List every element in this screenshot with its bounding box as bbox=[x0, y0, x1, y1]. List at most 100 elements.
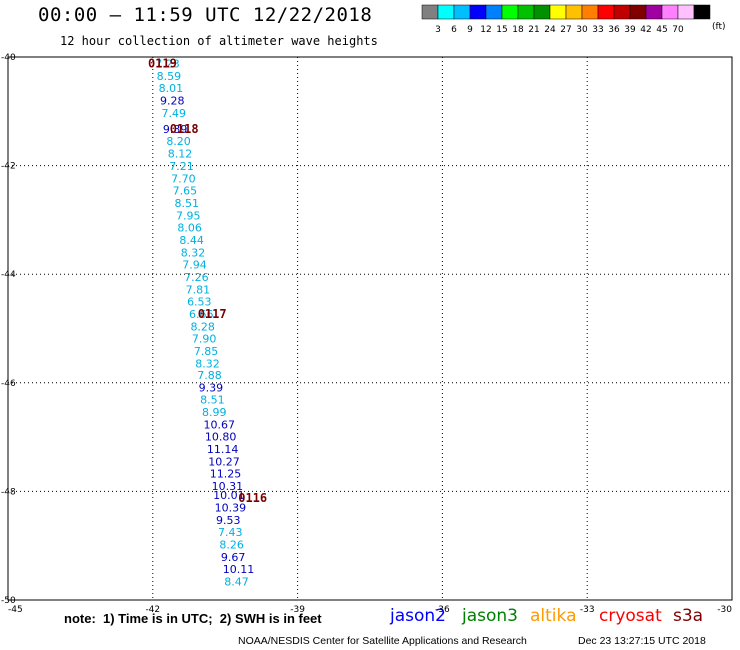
pass-number-label: 0117 bbox=[198, 307, 227, 321]
wave-height-label: 8.59 bbox=[157, 70, 182, 83]
colorbar-label: 12 bbox=[480, 25, 491, 35]
x-tick-label: -33 bbox=[580, 605, 595, 615]
wave-height-label: 7.95 bbox=[176, 210, 201, 223]
colorbar-label: 45 bbox=[656, 25, 667, 35]
pass-number-label: 0118 bbox=[170, 122, 199, 136]
chart-subtitle: 12 hour collection of altimeter wave hei… bbox=[60, 34, 378, 48]
pass-number-label: 0119 bbox=[148, 57, 177, 71]
wave-height-label: 10.39 bbox=[215, 502, 247, 515]
wave-height-label: 8.12 bbox=[168, 148, 193, 161]
colorbar-label: 21 bbox=[528, 25, 539, 35]
wave-height-label: 7.88 bbox=[197, 369, 222, 382]
wave-height-label: 9.67 bbox=[221, 551, 246, 564]
plot-frame bbox=[7, 56, 733, 601]
wave-height-label: 7.85 bbox=[194, 345, 219, 358]
wave-height-label: 7.94 bbox=[182, 258, 207, 271]
colorbar-swatch bbox=[645, 4, 663, 20]
wave-height-label: 7.23 bbox=[155, 58, 180, 71]
colorbar-label: 18 bbox=[512, 25, 524, 35]
colorbar-swatch bbox=[421, 4, 439, 20]
wave-height-label: 9.39 bbox=[199, 382, 224, 395]
colorbar-label: 36 bbox=[608, 25, 620, 35]
wave-height-label: 7.81 bbox=[186, 283, 211, 296]
y-tick-label: -40 bbox=[1, 53, 16, 63]
wave-height-label: 8.26 bbox=[219, 539, 244, 552]
wave-height-label: 8.06 bbox=[177, 222, 202, 235]
colorbar-label: 70 bbox=[672, 25, 684, 35]
y-tick-label: -50 bbox=[1, 596, 16, 606]
color-scale-bar: 3 6 9 12 15 18 21 24 27 30 33 36 39 42 45 70 bbox=[421, 4, 711, 35]
wave-height-label: 7.26 bbox=[184, 271, 209, 284]
colorbar-swatch bbox=[661, 4, 679, 20]
x-tick-label: -42 bbox=[145, 605, 160, 615]
colorbar-swatch bbox=[517, 4, 535, 20]
wave-height-label: 7.70 bbox=[171, 173, 196, 186]
colorbar-swatch bbox=[549, 4, 567, 20]
wave-height-label: 8.01 bbox=[159, 82, 184, 95]
colorbar-label: 9 bbox=[467, 25, 473, 35]
y-tick-label: -48 bbox=[1, 487, 16, 497]
wave-height-label: 10.11 bbox=[223, 563, 255, 576]
legend-altika: altika bbox=[530, 606, 577, 626]
wave-height-label: 6.53 bbox=[187, 295, 212, 308]
colorbar-swatch bbox=[437, 4, 455, 20]
x-tick-label: -30 bbox=[717, 605, 732, 615]
wave-height-label: 8.47 bbox=[224, 576, 249, 589]
plot-area bbox=[7, 56, 733, 601]
wave-height-label: 8.99 bbox=[202, 406, 227, 419]
y-tick-label: -44 bbox=[1, 270, 16, 280]
wave-height-label: 7.21 bbox=[169, 160, 194, 173]
grid-lines bbox=[8, 57, 732, 600]
wave-height-label: 8.28 bbox=[190, 320, 215, 333]
wave-height-label: 7.65 bbox=[173, 185, 198, 198]
wave-height-label: 8.51 bbox=[175, 197, 200, 210]
colorbar-label: 39 bbox=[624, 25, 636, 35]
y-tick-label: -42 bbox=[1, 162, 16, 172]
colorbar-swatch bbox=[613, 4, 631, 20]
wave-height-label: 8.32 bbox=[195, 357, 220, 370]
colorbar-swatch bbox=[533, 4, 551, 20]
colorbar-label: 30 bbox=[576, 25, 588, 35]
footer-org: NOAA/NESDIS Center for Satellite Applica… bbox=[238, 635, 527, 647]
legend-s3a: s3a bbox=[673, 606, 704, 626]
axis-ticks: -45 -42 -39 -36 -33 -30 -40 -42 -44 -46 -48 -50 bbox=[1, 53, 732, 615]
colorbar-swatch bbox=[565, 4, 583, 20]
pass-labels: 0119 0118 0117 0116 bbox=[148, 57, 267, 505]
x-tick-label: -39 bbox=[290, 605, 305, 615]
y-tick-label: -46 bbox=[1, 379, 16, 389]
colorbar-swatch bbox=[677, 4, 695, 20]
wave-height-label: 9.28 bbox=[160, 94, 185, 107]
colorbar-label: 33 bbox=[592, 25, 603, 35]
footer-timestamp: Dec 23 13:27:15 UTC 2018 bbox=[578, 635, 706, 647]
colorbar-label: 6 bbox=[451, 25, 457, 35]
wave-height-label: 11.25 bbox=[210, 467, 242, 480]
colorbar-swatch bbox=[469, 4, 487, 20]
colorbar-label: 24 bbox=[544, 25, 556, 35]
wave-height-label: 7.90 bbox=[192, 332, 217, 345]
x-tick-label: -36 bbox=[435, 605, 450, 615]
wave-height-label: 7.43 bbox=[218, 526, 243, 539]
wave-height-label: 10.80 bbox=[205, 431, 237, 444]
chart-title: 00:00 – 11:59 UTC 12/22/2018 bbox=[38, 4, 373, 26]
colorbar-swatch bbox=[453, 4, 471, 20]
colorbar-label: 3 bbox=[435, 25, 441, 35]
wave-height-label: 9.39 bbox=[163, 123, 188, 136]
wave-height-label: 9.53 bbox=[216, 514, 241, 527]
legend-jason2: jason2 bbox=[390, 606, 446, 626]
wave-height-label: 10.27 bbox=[208, 456, 240, 469]
wave-height-label: 7.49 bbox=[161, 107, 186, 120]
wave-height-label: 11.14 bbox=[207, 443, 239, 456]
wave-height-label: 8.51 bbox=[200, 394, 225, 407]
colorbar-swatch bbox=[485, 4, 503, 20]
wave-height-label: 8.32 bbox=[181, 246, 206, 259]
x-tick-label: -45 bbox=[8, 605, 23, 615]
wave-height-label: 10.67 bbox=[203, 419, 235, 432]
colorbar-swatch bbox=[693, 4, 711, 20]
wave-height-label: 8.20 bbox=[166, 135, 191, 148]
units-note: note: 1) Time is in UTC; 2) SWH is in fe… bbox=[64, 611, 322, 626]
colorbar-unit: (ft) bbox=[712, 22, 726, 32]
colorbar-swatch bbox=[581, 4, 599, 20]
colorbar-label: 42 bbox=[640, 25, 651, 35]
legend-cryosat: cryosat bbox=[599, 606, 662, 626]
